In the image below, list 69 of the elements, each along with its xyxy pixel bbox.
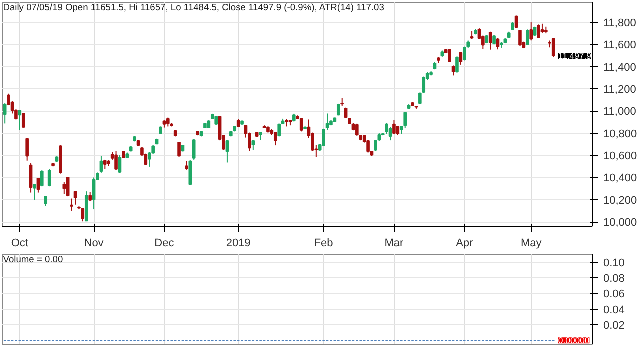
candlestick (404, 112, 407, 129)
y-tick-label: 10,400 (604, 172, 638, 185)
candlestick (100, 156, 104, 174)
candlestick (26, 138, 29, 162)
candlestick (48, 168, 52, 188)
candlestick (518, 30, 522, 46)
chart-title: Volume = 0.00 (3, 254, 64, 264)
candlestick (252, 140, 256, 150)
candlestick (70, 198, 74, 212)
candlestick (44, 196, 48, 207)
candlestick (40, 170, 44, 188)
y-tick-label: 11,000 (604, 106, 636, 118)
candlestick (118, 155, 122, 174)
y-tick-label: 0.02 (604, 320, 625, 332)
candlestick (178, 142, 181, 158)
candlestick (537, 24, 540, 38)
y-tick-label: 11,400 (604, 62, 636, 74)
x-tick-label: Nov (84, 238, 104, 250)
candlestick (74, 190, 78, 206)
candlestick (448, 48, 452, 63)
y-tick-label: 0.04 (604, 304, 625, 316)
candlestick (274, 132, 278, 146)
candlestick (188, 160, 192, 186)
y-tick-label: 10,200 (604, 194, 638, 207)
candlestick (81, 208, 85, 222)
candlestick (552, 38, 556, 58)
candlestick (192, 138, 196, 160)
x-tick-label: Oct (11, 238, 28, 250)
candlestick (356, 123, 359, 137)
candlestick (66, 176, 70, 198)
candlestick (18, 110, 22, 131)
candlestick (300, 118, 304, 132)
y-tick-label: 0.10 (604, 257, 625, 270)
candlestick (452, 65, 456, 76)
candlestick (92, 177, 96, 210)
candlestick (22, 112, 26, 128)
text: 0.00000 (558, 336, 590, 346)
candlestick (104, 159, 107, 170)
y-tick-label: 0.06 (604, 288, 625, 301)
y-tick-label: 11,800 (604, 17, 636, 30)
candlestick (3, 102, 7, 124)
candlestick (459, 52, 463, 66)
candlestick (388, 126, 392, 142)
x-tick-label: Dec (154, 238, 175, 250)
candlestick (114, 150, 118, 170)
x-tick-label: Feb (314, 238, 334, 250)
candlestick (530, 22, 533, 42)
y-tick-label: 10,800 (604, 128, 638, 140)
y-tick-label: 11,200 (604, 84, 636, 96)
candlestick (392, 120, 396, 135)
x-tick-label: 2019 (226, 238, 251, 250)
y-tick-label: 0.08 (604, 272, 625, 285)
candlestick (226, 140, 230, 164)
candlestick (29, 162, 33, 194)
text: 11,497.9 (558, 50, 592, 61)
x-tick-label: May (520, 238, 542, 250)
candlestick (456, 56, 459, 74)
y-tick-label: 10,600 (604, 150, 638, 163)
y-tick-label: 11,600 (604, 40, 636, 52)
y-tick-label: 10,000 (604, 217, 638, 230)
x-tick-label: Apr (456, 238, 474, 250)
candlestick (496, 37, 500, 50)
candlestick (488, 31, 492, 50)
candlestick (374, 140, 378, 152)
chart-title: Daily 07/05/19 Open 11651.5, Hi 11657, Lo 11484.5, Close 11497.9 (-0.9%), ATR(14) 117.03 (3, 2, 384, 12)
x-tick-label: Mar (384, 238, 404, 250)
candlestick (36, 178, 40, 194)
candlestick (33, 184, 36, 201)
candlestick (526, 29, 530, 46)
